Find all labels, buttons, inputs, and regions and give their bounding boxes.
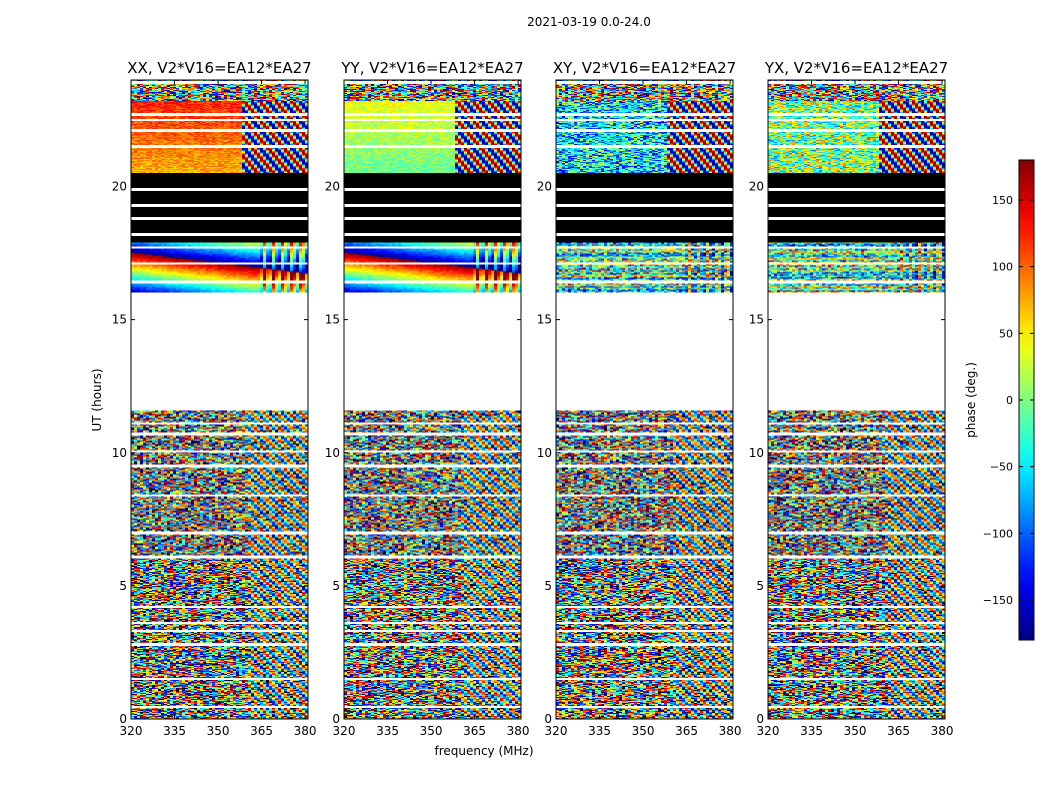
phase-heatmap	[344, 80, 521, 719]
axes-frame	[767, 79, 946, 720]
y-tick-label: 5	[119, 579, 127, 593]
x-tick-label: 350	[844, 724, 867, 738]
y-tick-label: 0	[544, 712, 552, 726]
x-tick-label: 335	[163, 724, 186, 738]
x-tick-label: 320	[757, 724, 780, 738]
y-tick-label: 20	[749, 180, 764, 194]
y-tick-label: 15	[325, 313, 340, 327]
panel-yx: YX, V2*V16=EA12*EA27 320 335 350 365 380 0 5 10 1…	[749, 59, 954, 738]
x-tick-label: 320	[545, 724, 568, 738]
x-tick-label: 380	[719, 724, 742, 738]
x-axis-label: frequency (MHz)	[434, 744, 533, 758]
y-tick-label: 20	[112, 180, 127, 194]
y-axis-label: UT (hours)	[90, 368, 104, 431]
x-tick-label: 335	[588, 724, 611, 738]
x-tick-label: 380	[931, 724, 954, 738]
x-tick-label: 320	[120, 724, 143, 738]
x-tick-label: 335	[800, 724, 823, 738]
colorbar-tick-label: 0	[1006, 394, 1013, 407]
y-tick-label: 15	[112, 313, 127, 327]
x-tick-label: 365	[675, 724, 698, 738]
x-tick-label: 350	[207, 724, 230, 738]
x-tick-label: 365	[250, 724, 273, 738]
panel-title: XY, V2*V16=EA12*EA27	[553, 59, 736, 77]
axes-frame	[555, 79, 734, 720]
x-tick-label: 380	[507, 724, 530, 738]
panel-yy: YY, V2*V16=EA12*EA27 320 335 350 365 380 0 5 10 1…	[325, 59, 530, 738]
panel-xx: XX, V2*V16=EA12*EA27 320 335 350 365 380 0 5 10 1…	[112, 59, 317, 738]
panel-xy: XY, V2*V16=EA12*EA27 320 335 350 365 380 0 5 10 1…	[537, 59, 742, 738]
x-tick-label: 350	[632, 724, 655, 738]
y-tick-label: 0	[119, 712, 127, 726]
y-tick-label: 5	[756, 579, 764, 593]
axes-frame	[130, 79, 309, 720]
y-tick-label: 0	[332, 712, 340, 726]
x-tick-label: 335	[376, 724, 399, 738]
y-tick-label: 15	[537, 313, 552, 327]
y-tick-label: 5	[332, 579, 340, 593]
colorbar-tick-label: −150	[983, 594, 1013, 607]
colorbar-tick-label: 50	[999, 327, 1013, 340]
panel-title: XX, V2*V16=EA12*EA27	[127, 59, 311, 77]
colorbar-tick-label: 100	[992, 261, 1013, 274]
y-tick-label: 10	[749, 446, 764, 460]
y-tick-label: 10	[112, 446, 127, 460]
panel-title: YY, V2*V16=EA12*EA27	[340, 59, 523, 77]
phase-heatmap	[131, 80, 308, 719]
colorbar: −150 −100 −50 0 50 100 150	[983, 159, 1035, 641]
x-tick-label: 320	[333, 724, 356, 738]
panels-group: XX, V2*V16=EA12*EA27 320 335 350 365 380 0 5 10 1…	[112, 59, 954, 738]
y-tick-label: 20	[325, 180, 340, 194]
colorbar-tick-label: −50	[990, 461, 1013, 474]
figure-suptitle: 2021-03-19 0.0-24.0	[527, 15, 651, 29]
phase-heatmap	[556, 80, 733, 719]
colorbar-label: phase (deg.)	[964, 362, 978, 438]
x-tick-label: 350	[420, 724, 443, 738]
colorbar-tick-label: −100	[983, 527, 1013, 540]
axes-frame	[343, 79, 522, 720]
x-tick-label: 380	[294, 724, 317, 738]
x-tick-label: 365	[887, 724, 910, 738]
y-tick-label: 0	[756, 712, 764, 726]
colorbar-tick-label: 150	[992, 194, 1013, 207]
x-tick-label: 365	[463, 724, 486, 738]
y-tick-label: 15	[749, 313, 764, 327]
y-tick-label: 10	[537, 446, 552, 460]
panel-title: YX, V2*V16=EA12*EA27	[764, 59, 948, 77]
phase-heatmap	[768, 80, 945, 719]
y-tick-label: 20	[537, 180, 552, 194]
y-tick-label: 10	[325, 446, 340, 460]
y-tick-label: 5	[544, 579, 552, 593]
